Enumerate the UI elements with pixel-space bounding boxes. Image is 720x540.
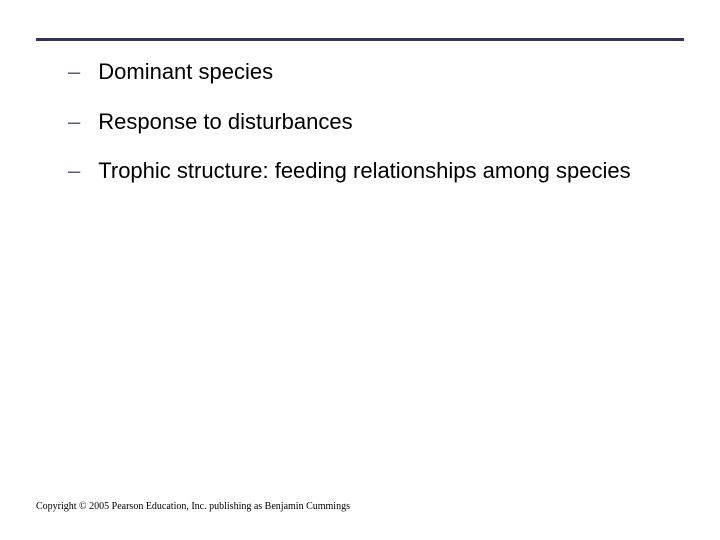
slide: – Dominant species – Response to disturb… bbox=[0, 0, 720, 540]
list-item: – Response to disturbances bbox=[68, 108, 680, 136]
list-item-text: Response to disturbances bbox=[98, 108, 680, 136]
bullet-dash-icon: – bbox=[68, 58, 80, 86]
bullet-dash-icon: – bbox=[68, 108, 80, 136]
bullet-dash-icon: – bbox=[68, 157, 80, 185]
list-item: – Trophic structure: feeding relationshi… bbox=[68, 157, 680, 185]
list-item: – Dominant species bbox=[68, 58, 680, 86]
top-rule bbox=[36, 38, 684, 41]
list-item-text: Trophic structure: feeding relationships… bbox=[98, 157, 680, 185]
list-item-text: Dominant species bbox=[98, 58, 680, 86]
copyright-text: Copyright © 2005 Pearson Education, Inc.… bbox=[36, 501, 350, 512]
bullet-list: – Dominant species – Response to disturb… bbox=[68, 58, 680, 207]
